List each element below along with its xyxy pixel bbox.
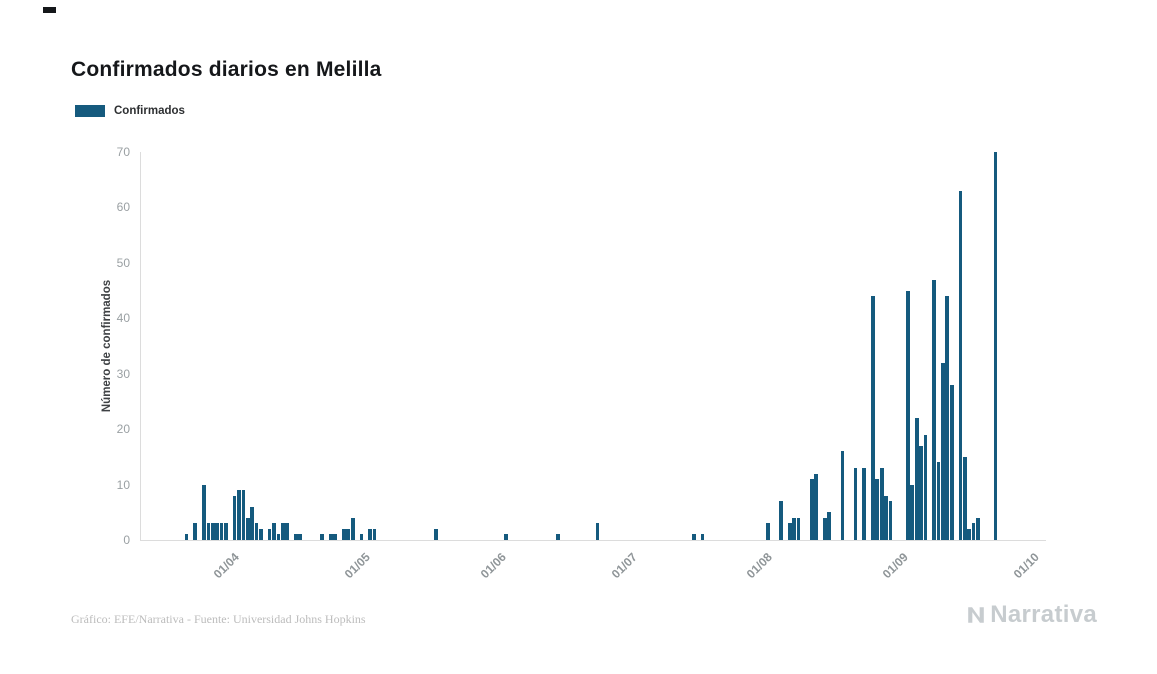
x-tick-label: 01/07 xyxy=(608,550,640,582)
bar xyxy=(320,534,324,540)
bar xyxy=(796,517,801,540)
bar xyxy=(224,523,228,540)
bar xyxy=(298,534,303,540)
bar xyxy=(971,523,976,540)
y-tick-label: 20 xyxy=(116,422,130,437)
bar xyxy=(272,523,276,540)
bar xyxy=(350,517,355,540)
bar xyxy=(967,528,971,540)
bar xyxy=(993,152,998,540)
y-tick-label: 50 xyxy=(116,255,130,270)
bar xyxy=(884,495,888,540)
bar xyxy=(215,523,219,540)
y-tick-label: 70 xyxy=(116,145,130,159)
bar xyxy=(556,534,561,540)
bar xyxy=(241,490,246,540)
x-tick-label: 01/04 xyxy=(210,550,242,582)
bar xyxy=(206,523,211,540)
bar xyxy=(368,528,373,540)
bar xyxy=(875,479,880,540)
y-tick-label: 10 xyxy=(116,477,130,492)
plot-area xyxy=(140,152,1046,541)
bar xyxy=(280,523,285,540)
source-credit: Gráfico: EFE/Narrativa - Fuente: Univers… xyxy=(71,612,366,626)
bar xyxy=(294,534,298,540)
bar xyxy=(809,479,814,540)
bar xyxy=(193,523,198,540)
bar xyxy=(862,467,867,540)
x-tick-label: 01/09 xyxy=(879,550,911,582)
bar xyxy=(779,501,783,540)
bar xyxy=(254,523,259,540)
bar xyxy=(792,517,797,540)
bar xyxy=(932,279,937,540)
narrativa-logo-icon xyxy=(965,604,987,626)
bar xyxy=(328,534,333,540)
bar xyxy=(503,534,508,540)
x-tick-label: 01/10 xyxy=(1010,550,1042,582)
x-tick-label: 01/06 xyxy=(477,550,509,582)
bar xyxy=(237,490,241,540)
x-tick-label: 01/05 xyxy=(341,550,373,582)
bar xyxy=(919,445,923,540)
y-tick-label: 60 xyxy=(116,200,130,215)
brand-name: Narrativa xyxy=(990,601,1097,628)
bar xyxy=(958,190,963,540)
bar xyxy=(202,484,206,540)
bar xyxy=(372,528,377,540)
bar xyxy=(914,418,919,540)
bar xyxy=(976,517,980,540)
legend: Confirmados xyxy=(75,105,185,117)
bar xyxy=(923,434,928,540)
bar xyxy=(595,523,600,540)
y-tick-label: 30 xyxy=(116,366,130,381)
bar xyxy=(853,467,858,540)
bar xyxy=(184,534,189,540)
bar xyxy=(879,467,884,540)
corner-mark xyxy=(43,7,56,13)
bar xyxy=(276,534,281,540)
legend-swatch xyxy=(75,105,105,117)
y-tick-label: 40 xyxy=(116,311,130,326)
bar xyxy=(766,523,770,540)
bar xyxy=(259,528,263,540)
bar xyxy=(285,523,289,540)
bar xyxy=(840,451,845,540)
bar xyxy=(342,528,346,540)
bar xyxy=(245,517,250,540)
bar xyxy=(788,523,792,540)
bar xyxy=(359,534,364,540)
bar xyxy=(210,523,215,540)
bar xyxy=(250,506,254,540)
bar xyxy=(691,534,696,540)
x-axis-ticks: 01/04 01/05 01/06 01/07 01/08 01/09 01/10 xyxy=(140,541,1045,601)
bar xyxy=(945,296,950,540)
bar xyxy=(949,384,954,540)
bar xyxy=(906,290,910,540)
bar xyxy=(433,528,438,540)
bar xyxy=(823,517,827,540)
bar xyxy=(333,534,338,540)
bar xyxy=(962,456,967,540)
bar xyxy=(910,484,915,540)
bar xyxy=(936,462,941,540)
bar xyxy=(346,528,351,540)
bar xyxy=(267,528,272,540)
bar xyxy=(827,512,832,540)
y-tick-label: 0 xyxy=(123,533,130,547)
bar xyxy=(871,296,875,540)
y-axis-ticks: 0 10 20 30 40 50 60 70 xyxy=(0,145,130,547)
bar xyxy=(888,501,893,540)
bar xyxy=(700,534,705,540)
x-tick-label: 01/08 xyxy=(743,550,776,582)
bar xyxy=(219,523,224,540)
page-title: Confirmados diarios en Melilla xyxy=(71,58,382,82)
bar xyxy=(941,362,945,540)
brand: Narrativa xyxy=(965,601,1097,629)
bar xyxy=(232,495,237,540)
legend-label: Confirmados xyxy=(114,105,185,117)
bar xyxy=(814,473,818,540)
